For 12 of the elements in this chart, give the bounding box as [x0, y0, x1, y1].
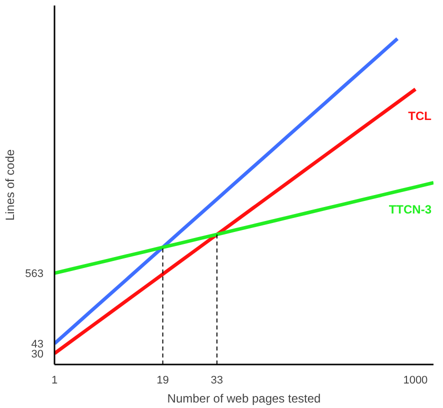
- x-tick-label: 33: [210, 374, 224, 386]
- series-label: TTCN-3: [388, 202, 432, 217]
- y-tick-label: 563: [25, 268, 44, 280]
- series-label: TCL: [408, 109, 432, 124]
- y-tick-label: 43: [31, 338, 44, 351]
- y-tick-label: 30: [31, 348, 44, 360]
- line-series: [54, 180, 434, 275]
- x-tick-label: 1000: [403, 374, 428, 386]
- x-tick-label: 1: [51, 374, 58, 386]
- x-tick-label: 19: [156, 374, 169, 386]
- x-axis-title: Number of web pages tested: [167, 392, 321, 406]
- y-axis-title: Lines of code: [3, 148, 18, 221]
